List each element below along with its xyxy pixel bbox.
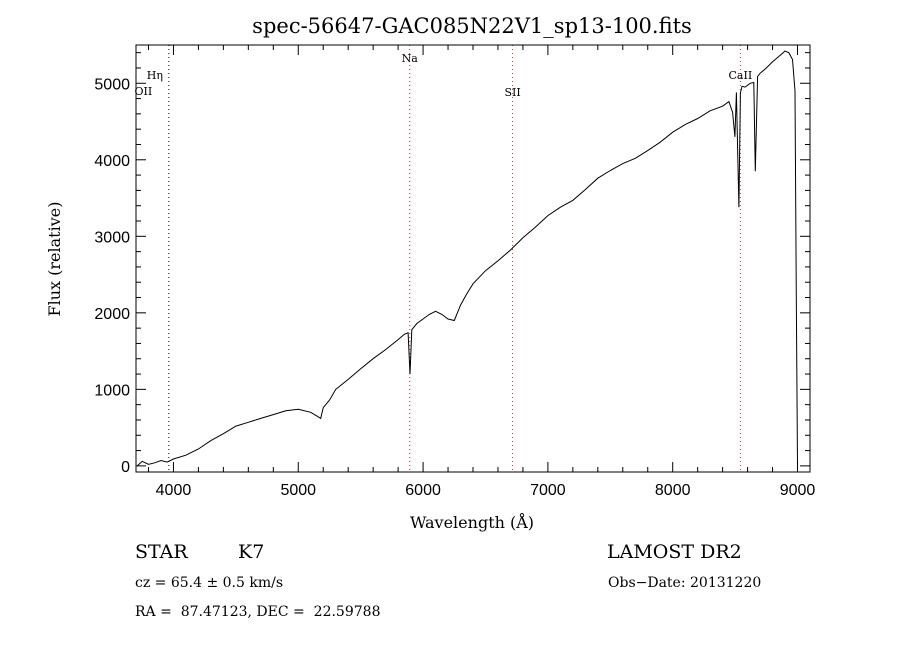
line-label-3: SII: [504, 86, 520, 99]
survey-name: LAMOST DR2: [607, 541, 742, 563]
x-tick-label: 6000: [405, 482, 441, 499]
y-tick-label: 3000: [94, 229, 130, 246]
redshift-cz: cz = 65.4 ± 0.5 km/s: [135, 575, 284, 591]
x-axis-label: Wavelength (Å): [410, 512, 534, 532]
plot-area: 4000 5000 6000 7000 8000 9000 0 1000 2000 3000 400…: [94, 44, 816, 499]
line-label-2: Na: [402, 52, 419, 65]
x-tick-label: 9000: [780, 482, 816, 499]
object-class: STAR: [135, 541, 188, 563]
spectrum-line: [136, 50, 798, 467]
y-axis-label: Flux (relative): [45, 202, 64, 317]
chart-title: spec-56647-GAC085N22V1_sp13-100.fits: [252, 14, 692, 38]
x-tick-label: 8000: [655, 482, 691, 499]
plot-frame: [135, 44, 811, 473]
object-subclass: K7: [238, 541, 265, 563]
y-tick-label: 5000: [94, 76, 130, 93]
coordinates: RA = 87.47123, DEC = 22.59788: [135, 604, 381, 620]
line-label-1: OII: [135, 85, 153, 98]
line-label-0: Hη: [147, 69, 163, 82]
x-tick-label: 5000: [280, 482, 316, 499]
x-tick-label: 4000: [156, 482, 192, 499]
line-label-4: CaII: [729, 69, 753, 82]
x-tick-label: 7000: [530, 482, 566, 499]
y-tick-label: 0: [121, 459, 130, 476]
y-tick-label: 2000: [94, 306, 130, 323]
observation-date: Obs−Date: 20131220: [608, 575, 762, 591]
y-tick-label: 1000: [94, 382, 130, 399]
y-tick-label: 4000: [94, 153, 130, 170]
